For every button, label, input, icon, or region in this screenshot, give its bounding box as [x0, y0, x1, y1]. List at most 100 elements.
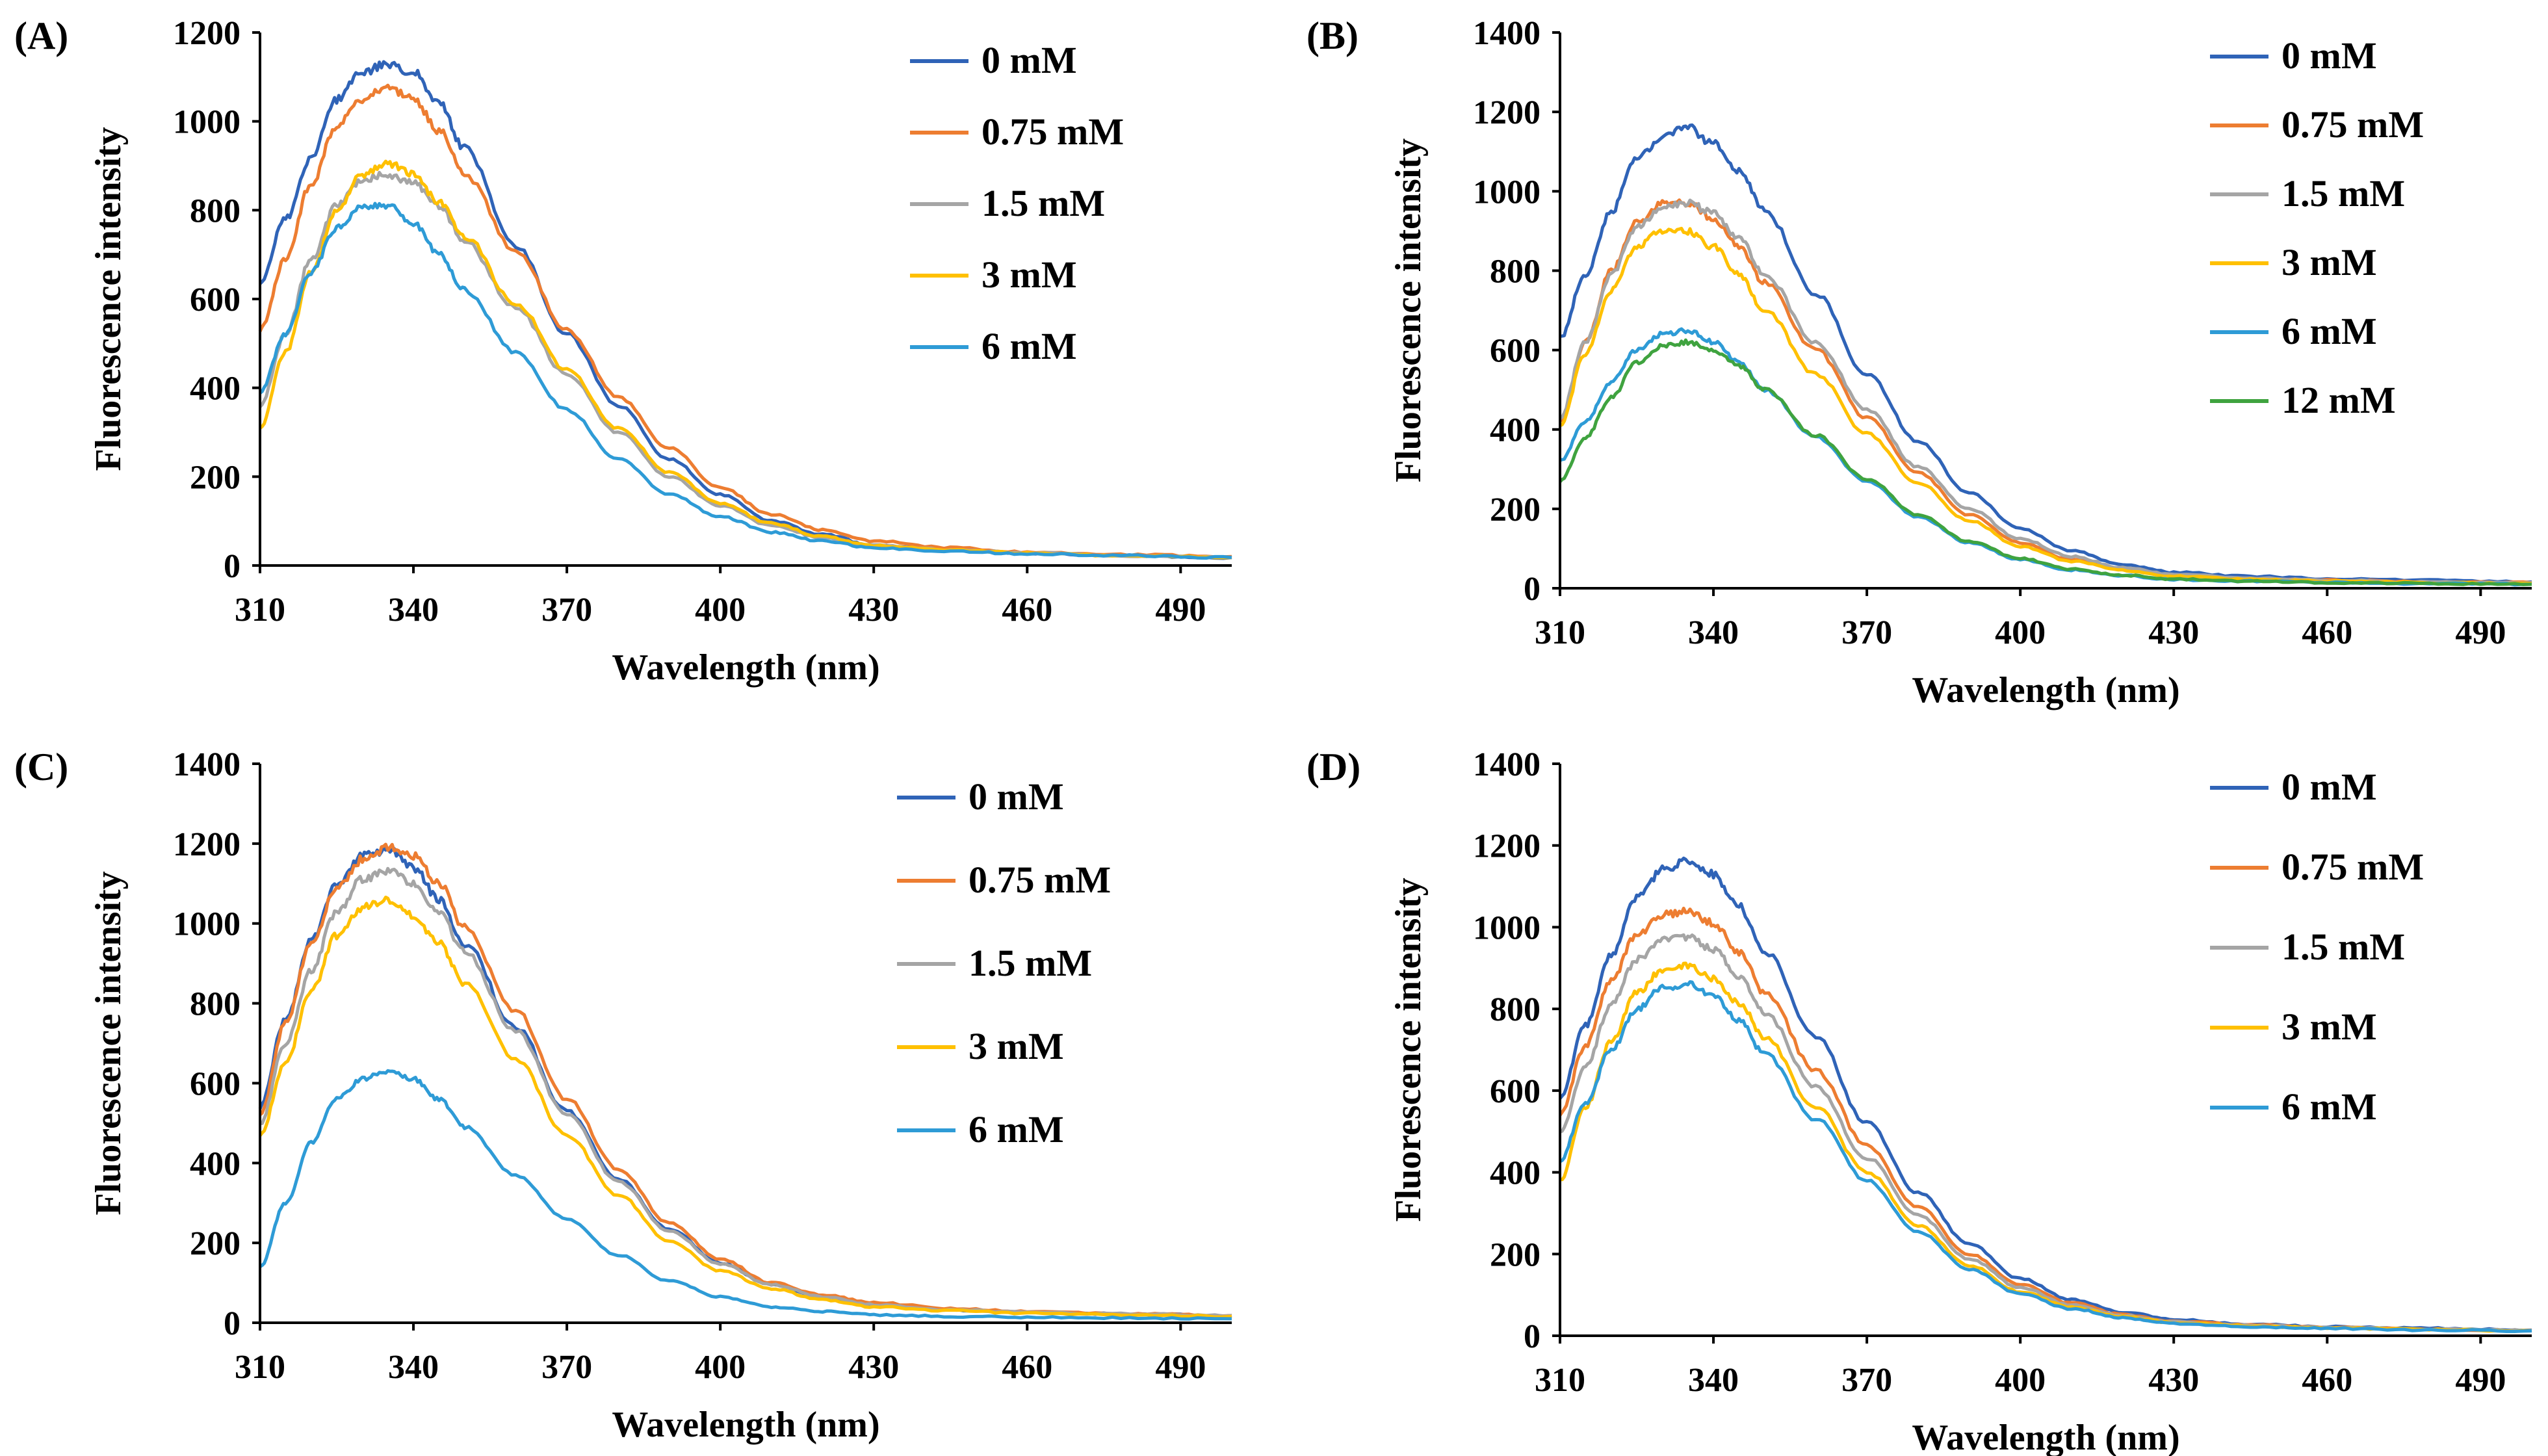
- y-axis-label: Fluorescence intensity: [88, 127, 129, 471]
- legend-label: 1.5 mM: [968, 942, 1092, 984]
- legend-label: 6 mM: [968, 1108, 1064, 1150]
- legend-label: 0.75 mM: [968, 859, 1111, 901]
- y-tick-label: 1200: [1473, 94, 1540, 131]
- legend-label: 1.5 mM: [2282, 172, 2405, 214]
- legend: 0 mM 0.75 mM 1.5 mM 3 mM 6 mM: [910, 39, 1124, 367]
- y-tick-label: 1200: [173, 826, 240, 863]
- panel-label: (B): [1306, 14, 1358, 57]
- x-tick-label: 370: [541, 592, 592, 629]
- series-line-4: [1559, 327, 2532, 587]
- series-line-4: [1559, 980, 2532, 1333]
- chart-panel-3: (D) 0 200 400 600 800 1000 1200 1400 310 340 370 400…: [1306, 746, 2532, 1456]
- legend-label: 3 mM: [968, 1025, 1064, 1067]
- series-line-4: [259, 1069, 1232, 1321]
- x-tick-label: 400: [1995, 614, 2046, 651]
- series-line-1: [258, 83, 1232, 559]
- y-tick-label: 200: [1490, 1236, 1540, 1273]
- y-tick-label: 800: [190, 192, 240, 229]
- y-tick-label: 400: [190, 1145, 240, 1182]
- legend-label: 3 mM: [2282, 1006, 2377, 1048]
- y-axis-label: Fluorescence intensity: [1388, 138, 1429, 482]
- x-axis-label: Wavelength (nm): [612, 647, 879, 688]
- y-tick-label: 0: [224, 548, 240, 585]
- legend-label: 1.5 mM: [2282, 926, 2405, 968]
- y-tick-label: 400: [1490, 412, 1540, 449]
- y-tick-label: 200: [190, 1225, 240, 1262]
- x-tick-label: 460: [1002, 592, 1052, 629]
- legend-label: 0.75 mM: [982, 110, 1124, 153]
- y-tick-label: 1200: [1473, 828, 1540, 865]
- x-tick-label: 370: [1841, 1362, 1892, 1399]
- legend-label: 0.75 mM: [2282, 846, 2424, 888]
- chart-panel-0: (A) 0 200 400 600 800 1000 1200 310 340 370 400 430 4…: [14, 14, 1232, 688]
- x-axis-label: Wavelength (nm): [612, 1405, 879, 1445]
- legend: 0 mM 0.75 mM 1.5 mM 3 mM 6 mM 12 mM: [2210, 34, 2424, 421]
- legend-label: 0.75 mM: [2282, 103, 2424, 146]
- x-tick-label: 340: [388, 592, 439, 629]
- y-tick-label: 0: [224, 1305, 240, 1342]
- series-line-3: [259, 159, 1232, 560]
- legend-label: 6 mM: [2282, 1086, 2377, 1128]
- x-tick-label: 400: [695, 1349, 746, 1386]
- legend-label: 6 mM: [2282, 310, 2377, 352]
- y-tick-label: 1400: [1473, 15, 1540, 52]
- legend-label: 0 mM: [2282, 34, 2377, 77]
- legend-label: 0 mM: [982, 39, 1077, 81]
- y-axis-label: Fluorescence intensity: [88, 871, 129, 1215]
- y-tick-label: 200: [190, 459, 240, 496]
- panel-label: (A): [14, 14, 68, 57]
- chart-panel-1: (B) 0 200 400 600 800 1000 1200 1400 310 340 370 400…: [1306, 14, 2532, 710]
- y-tick-label: 1000: [173, 906, 240, 943]
- x-tick-label: 490: [2455, 1362, 2506, 1399]
- series-line-5: [1559, 338, 2532, 586]
- legend: 0 mM 0.75 mM 1.5 mM 3 mM 6 mM: [2210, 766, 2424, 1128]
- panel-label: (D): [1306, 746, 1360, 788]
- series-line-0: [258, 846, 1232, 1318]
- x-tick-label: 430: [2148, 1362, 2199, 1399]
- legend-label: 0 mM: [968, 775, 1064, 818]
- x-tick-label: 460: [2302, 614, 2352, 651]
- y-tick-label: 800: [1490, 253, 1540, 290]
- x-tick-label: 310: [1535, 614, 1585, 651]
- y-tick-label: 1000: [173, 104, 240, 141]
- y-tick-label: 600: [1490, 333, 1540, 370]
- x-tick-label: 310: [1535, 1362, 1585, 1399]
- y-tick-label: 400: [190, 370, 240, 408]
- legend-label: 12 mM: [2282, 379, 2396, 421]
- y-tick-label: 600: [190, 281, 240, 318]
- x-tick-label: 490: [1155, 1349, 1206, 1386]
- x-tick-label: 460: [2302, 1362, 2352, 1399]
- legend-label: 3 mM: [982, 254, 1077, 296]
- y-tick-label: 600: [1490, 1073, 1540, 1110]
- panel-label: (C): [14, 746, 68, 788]
- x-tick-label: 430: [848, 1349, 899, 1386]
- y-tick-label: 800: [1490, 991, 1540, 1028]
- y-tick-label: 1400: [1473, 746, 1540, 783]
- series-line-2: [259, 866, 1232, 1318]
- y-axis-label: Fluorescence intensity: [1388, 878, 1429, 1221]
- x-tick-label: 340: [1688, 1362, 1739, 1399]
- x-tick-label: 400: [695, 592, 746, 629]
- y-tick-label: 1400: [173, 746, 240, 783]
- y-tick-label: 1000: [1473, 909, 1540, 946]
- x-tick-label: 490: [2455, 614, 2506, 651]
- series-line-1: [259, 842, 1232, 1318]
- series-line-3: [259, 895, 1232, 1319]
- x-tick-label: 460: [1002, 1349, 1052, 1386]
- x-tick-label: 370: [1841, 614, 1892, 651]
- x-tick-label: 400: [1995, 1362, 2046, 1399]
- x-tick-label: 490: [1155, 592, 1206, 629]
- x-tick-label: 370: [541, 1349, 592, 1386]
- y-tick-label: 200: [1490, 491, 1540, 528]
- y-tick-label: 600: [190, 1065, 240, 1102]
- series-line-4: [259, 202, 1232, 560]
- x-axis-label: Wavelength (nm): [1912, 670, 2179, 710]
- y-tick-label: 0: [1524, 571, 1540, 608]
- legend-label: 0 mM: [2282, 766, 2377, 808]
- y-tick-label: 800: [190, 986, 240, 1023]
- legend: 0 mM 0.75 mM 1.5 mM 3 mM 6 mM: [897, 775, 1111, 1150]
- y-tick-label: 1000: [1473, 174, 1540, 211]
- x-tick-label: 310: [235, 592, 285, 629]
- x-tick-label: 310: [235, 1349, 285, 1386]
